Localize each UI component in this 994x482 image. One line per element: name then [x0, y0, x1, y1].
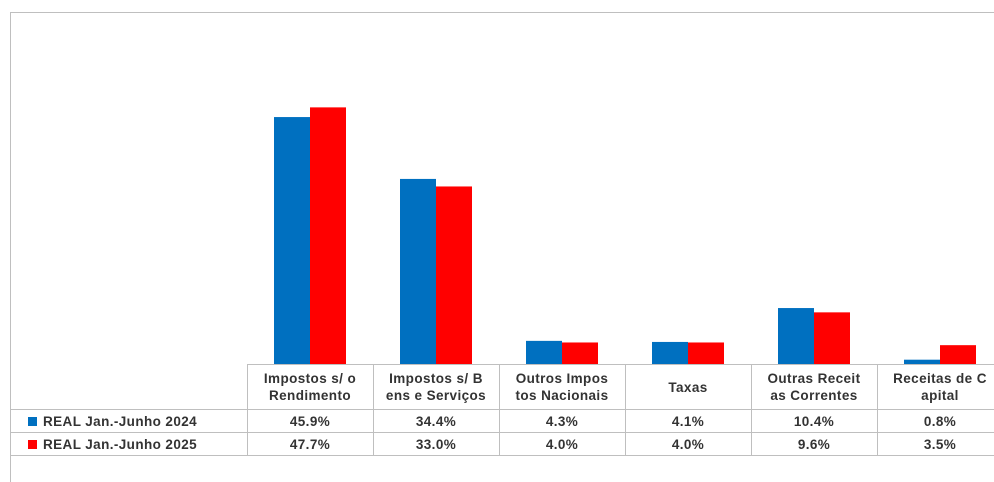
data-label: 0.8%	[923, 413, 957, 429]
bar-series-1-4	[652, 341, 688, 364]
bar-series-1-6	[904, 359, 940, 364]
legend-swatch	[28, 439, 37, 449]
bar-series-1-2	[400, 178, 436, 364]
legend-entry: REAL Jan.-Junho 2025	[24, 433, 247, 455]
data-label: 47.7%	[289, 436, 331, 452]
category-label-line: Outras Receit	[767, 371, 861, 386]
category-label-line: Taxas	[668, 379, 708, 395]
category-label: Impostos s/ o Rendimento	[247, 365, 373, 409]
data-label: 4.0%	[671, 436, 705, 452]
legend-label: REAL Jan.-Junho 2025	[43, 436, 198, 452]
data-label: 45.9%	[289, 413, 331, 429]
table-gridline	[10, 409, 994, 410]
category-label: Receitas de C apital	[877, 365, 994, 409]
data-label: 33.0%	[415, 436, 457, 452]
category-label-line: ens e Serviços	[385, 388, 487, 403]
data-label: 9.6%	[797, 436, 831, 452]
bar-series-1-5	[778, 308, 814, 364]
data-label: 4.3%	[545, 413, 579, 429]
category-label-line: Impostos s/ o	[263, 371, 357, 386]
category-label-line: Receitas de C	[893, 371, 987, 386]
bar-series-1-3	[526, 340, 562, 364]
bar-series-2-3	[562, 342, 598, 364]
legend-label: REAL Jan.-Junho 2024	[43, 413, 198, 429]
data-label: 4.0%	[545, 436, 579, 452]
table-gridline	[10, 455, 994, 456]
bar-series-2-1	[310, 107, 346, 365]
category-label-line: as Correntes	[770, 388, 858, 403]
category-label-line: Rendimento	[268, 388, 351, 403]
category-label: Outras Receit as Correntes	[751, 365, 877, 409]
category-label-line: Outros Impos	[515, 371, 609, 386]
data-label: 4.1%	[671, 413, 705, 429]
table-gridline	[373, 364, 374, 455]
bar-series-2-2	[436, 186, 472, 364]
data-label: 3.5%	[923, 436, 957, 452]
table-gridline	[499, 364, 500, 455]
category-label: Impostos s/ B ens e Serviços	[373, 365, 499, 409]
category-label-line: tos Nacionais	[515, 388, 609, 403]
category-label: Taxas	[625, 365, 751, 409]
table-gridline	[625, 364, 626, 455]
table-gridline	[751, 364, 752, 455]
bar-series-1-1	[274, 117, 310, 364]
table-gridline	[877, 364, 878, 455]
table-gridline	[247, 364, 248, 455]
category-label: Outros Impos tos Nacionais	[499, 365, 625, 409]
bar-series-2-4	[688, 342, 724, 364]
table-gridline	[247, 364, 994, 365]
category-label-line: Impostos s/ B	[389, 371, 483, 386]
category-label-line: apital	[921, 388, 959, 403]
legend-entry: REAL Jan.-Junho 2024	[24, 410, 247, 432]
data-label: 10.4%	[793, 413, 835, 429]
chart-frame	[10, 12, 994, 482]
bar-series-2-6	[940, 345, 976, 364]
data-label: 34.4%	[415, 413, 457, 429]
bar-series-2-5	[814, 312, 850, 364]
legend-swatch	[28, 416, 37, 426]
table-gridline	[10, 432, 994, 433]
